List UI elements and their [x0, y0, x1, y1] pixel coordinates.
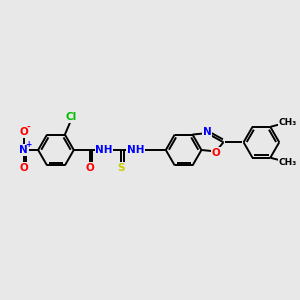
Text: Cl: Cl — [66, 112, 77, 122]
Text: CH₃: CH₃ — [278, 158, 297, 166]
Text: N: N — [20, 145, 28, 155]
Text: O: O — [85, 163, 94, 173]
Text: O: O — [20, 127, 28, 137]
Text: O: O — [212, 148, 220, 158]
Text: N: N — [202, 127, 211, 137]
Text: NH: NH — [127, 145, 144, 155]
Text: O: O — [20, 163, 28, 173]
Text: CH₃: CH₃ — [278, 118, 297, 127]
Text: +: + — [26, 140, 32, 149]
Text: S: S — [118, 163, 125, 173]
Text: NH: NH — [95, 145, 113, 155]
Text: -: - — [26, 123, 30, 132]
